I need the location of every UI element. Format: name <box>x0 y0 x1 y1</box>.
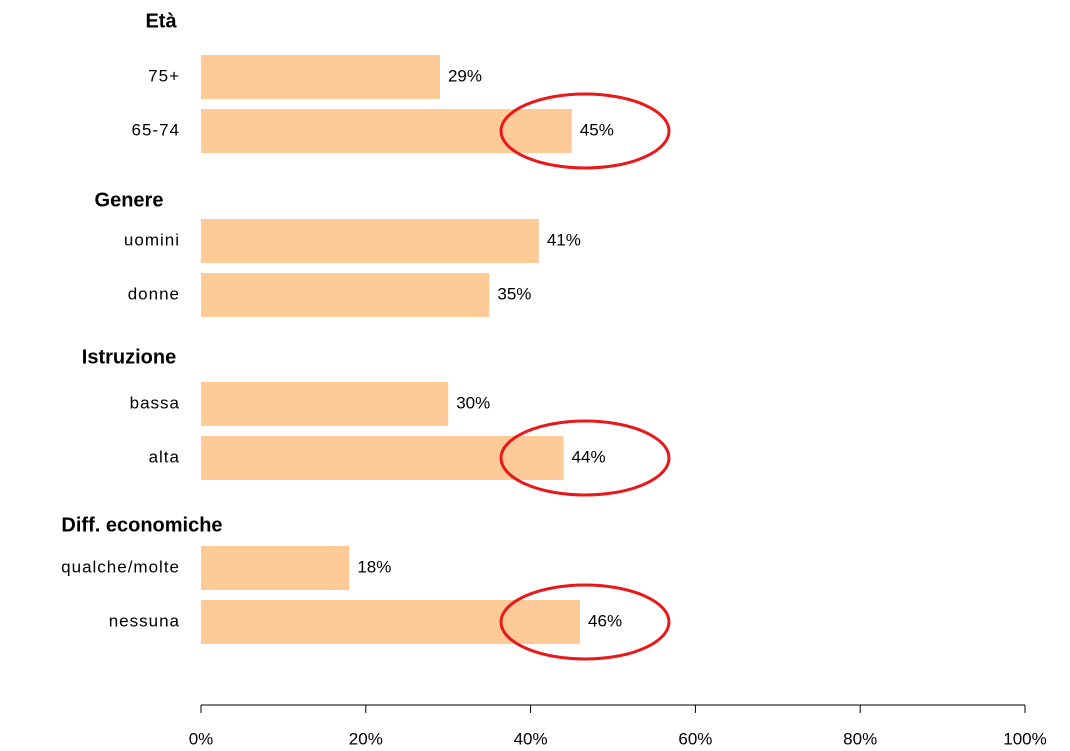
highlight-ellipse <box>499 92 671 170</box>
highlight-ellipse <box>499 583 671 661</box>
bar <box>201 55 440 99</box>
category-label: 75+ <box>148 66 180 85</box>
category-label: bassa <box>130 393 180 412</box>
value-label: 35% <box>497 284 531 303</box>
x-tick-label: 20% <box>349 729 383 748</box>
category-label: uomini <box>124 230 180 249</box>
category-label: nessuna <box>109 611 180 630</box>
x-tick-label: 40% <box>514 729 548 748</box>
x-tick-label: 100% <box>1003 729 1046 748</box>
bar <box>201 219 539 263</box>
value-label: 29% <box>448 66 482 85</box>
category-label: 65-74 <box>132 120 180 139</box>
group-header: Diff. economiche <box>61 514 222 536</box>
value-label: 18% <box>357 557 391 576</box>
category-label: donne <box>128 284 180 303</box>
group-header: Istruzione <box>82 346 176 368</box>
value-label: 46% <box>588 611 622 630</box>
bar <box>201 546 350 590</box>
bar <box>201 109 572 153</box>
bar <box>201 600 581 644</box>
group-header: Genere <box>95 189 164 211</box>
category-label: qualche/molte <box>61 557 180 576</box>
value-label: 44% <box>572 447 606 466</box>
highlight-ellipse <box>499 419 671 497</box>
value-label: 45% <box>580 120 614 139</box>
bar <box>201 382 449 426</box>
bar <box>201 273 490 317</box>
x-tick-label: 0% <box>189 729 214 748</box>
value-label: 41% <box>547 230 581 249</box>
x-tick-label: 60% <box>678 729 712 748</box>
value-label: 30% <box>456 393 490 412</box>
x-tick-label: 80% <box>843 729 877 748</box>
category-label: alta <box>149 447 180 466</box>
bar <box>201 436 564 480</box>
group-header: Età <box>145 10 177 32</box>
